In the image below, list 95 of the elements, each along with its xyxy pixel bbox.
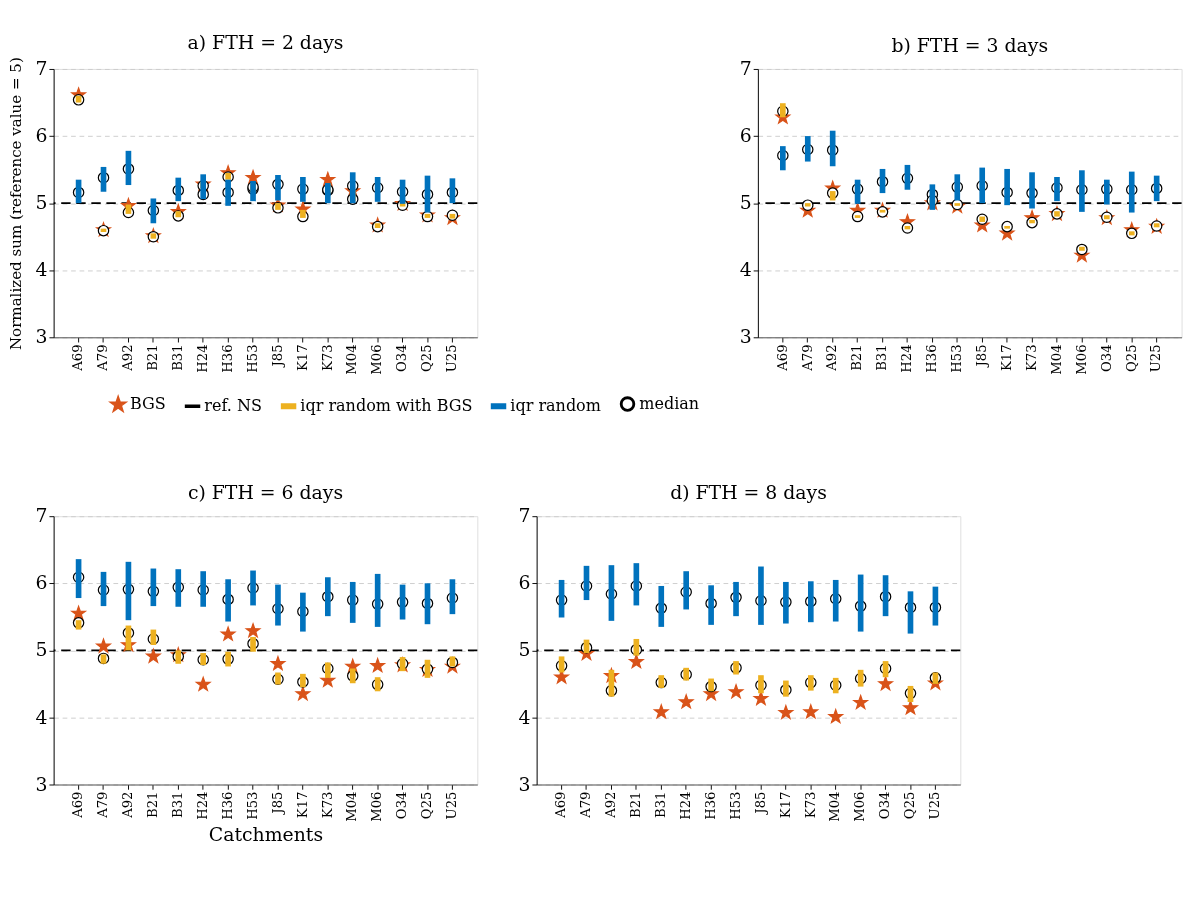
x-tick-label: M04 (827, 791, 843, 822)
x-tick-label: Q25 (1123, 344, 1139, 372)
x-tick-label: A79 (578, 791, 594, 819)
legend-label: ref. NS (204, 395, 262, 415)
y-axis-title: Normalized sum (reference value = 5) (7, 57, 26, 351)
y-tick-label: 5 (35, 192, 48, 214)
x-tick-label: A69 (553, 791, 569, 819)
x-tick-label: A69 (774, 344, 790, 372)
y-tick-label: 5 (35, 639, 48, 661)
x-tick-label: M06 (1073, 344, 1089, 375)
x-tick-label: A92 (120, 344, 136, 372)
x-tick-label: M04 (344, 791, 360, 822)
y-tick-label: 6 (35, 125, 48, 147)
x-tick-label: B21 (145, 344, 161, 371)
y-tick-label: 7 (518, 505, 531, 527)
x-tick-label: O34 (1098, 344, 1114, 372)
x-tick-label: A92 (120, 791, 136, 819)
x-tick-label: O34 (877, 791, 893, 820)
x-tick-label: H36 (924, 344, 940, 373)
x-tick-label: A69 (70, 344, 86, 372)
x-tick-label: H53 (727, 791, 743, 820)
x-tick-label: H24 (677, 791, 693, 820)
x-tick-label: Q25 (419, 791, 435, 820)
x-tick-label: U25 (1148, 344, 1164, 373)
legend-label: iqr random (510, 395, 601, 415)
x-tick-label: O34 (394, 344, 410, 372)
y-tick-label: 6 (35, 572, 48, 594)
legend-label: median (639, 393, 700, 413)
x-tick-label: H36 (219, 344, 235, 373)
x-tick-label: U25 (444, 344, 460, 373)
x-tick-label: M04 (344, 344, 360, 375)
legend-label: BGS (129, 394, 166, 414)
x-tick-label: M06 (369, 791, 385, 822)
x-tick-label: J85 (269, 344, 285, 369)
x-tick-label: K73 (319, 344, 335, 371)
y-tick-label: 7 (35, 58, 48, 80)
x-tick-label: H36 (702, 791, 718, 820)
x-tick-label: H53 (949, 344, 965, 373)
x-tick-label: H36 (219, 791, 235, 820)
x-tick-label: Q25 (902, 791, 918, 820)
x-tick-label: U25 (927, 791, 943, 820)
y-tick-label: 4 (35, 259, 48, 281)
x-tick-label: J85 (752, 791, 768, 816)
x-tick-label: H24 (899, 344, 915, 373)
x-tick-label: A69 (70, 791, 86, 819)
x-tick-label: B31 (874, 344, 890, 371)
x-tick-label: K73 (1023, 344, 1039, 371)
legend-label: iqr random with BGS (300, 395, 473, 415)
y-tick-label: 3 (35, 773, 48, 795)
y-tick-label: 6 (518, 572, 531, 594)
x-tick-label: A79 (799, 344, 815, 372)
x-tick-label: O34 (394, 791, 410, 820)
x-tick-label: M06 (369, 344, 385, 375)
chart-title: a) FTH = 2 days (187, 32, 344, 54)
x-tick-label: B21 (628, 791, 644, 819)
x-tick-label: B31 (170, 344, 186, 371)
x-tick-label: A79 (95, 791, 111, 819)
x-tick-label: B31 (653, 791, 669, 819)
x-tick-label: A92 (603, 791, 619, 819)
y-tick-label: 6 (739, 125, 752, 147)
x-tick-label: J85 (269, 791, 285, 816)
x-tick-label: Q25 (419, 344, 435, 372)
x-tick-label: U25 (444, 791, 460, 820)
x-tick-label: M06 (852, 791, 868, 822)
y-tick-label: 7 (35, 505, 48, 527)
x-tick-label: B31 (170, 791, 186, 819)
x-axis-title: Catchments (208, 823, 324, 845)
chart-title: d) FTH = 8 days (670, 482, 827, 504)
y-tick-label: 4 (518, 706, 531, 728)
x-tick-label: A79 (95, 344, 111, 372)
x-tick-label: H24 (194, 344, 210, 373)
y-tick-label: 3 (35, 326, 48, 348)
y-tick-label: 7 (739, 58, 752, 80)
y-tick-label: 5 (739, 192, 752, 214)
x-tick-label: K17 (294, 791, 310, 819)
y-tick-label: 5 (518, 639, 531, 661)
x-tick-label: B21 (145, 791, 161, 819)
y-tick-label: 3 (518, 773, 531, 795)
x-tick-label: K17 (294, 344, 310, 371)
x-tick-label: K73 (802, 791, 818, 819)
chart-title: b) FTH = 3 days (891, 35, 1049, 57)
y-tick-label: 4 (35, 706, 48, 728)
x-tick-label: A92 (824, 344, 840, 372)
chart-title: c) FTH = 6 days (187, 482, 344, 504)
x-tick-label: B21 (849, 344, 865, 371)
x-tick-label: K73 (319, 791, 335, 819)
x-tick-label: H24 (194, 791, 210, 820)
x-tick-label: H53 (244, 344, 260, 373)
y-tick-label: 3 (739, 326, 752, 348)
x-tick-label: K17 (777, 791, 793, 819)
y-tick-label: 4 (739, 259, 752, 281)
x-tick-label: M04 (1048, 344, 1064, 375)
x-tick-label: K17 (998, 344, 1014, 371)
x-tick-label: H53 (244, 791, 260, 820)
x-tick-label: J85 (973, 344, 989, 369)
